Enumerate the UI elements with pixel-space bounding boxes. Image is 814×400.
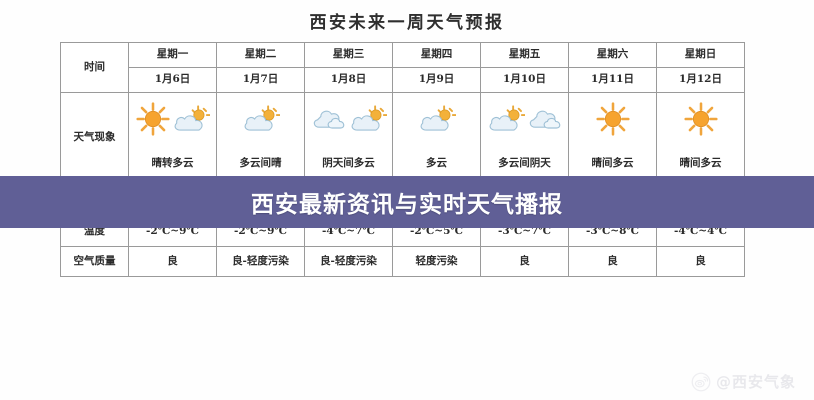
cell-weekday: 星期二 (216, 42, 305, 68)
cell-weekday: 星期日 (656, 42, 745, 68)
cell-weather: 晴转多云 (128, 92, 217, 183)
sun-icon (595, 101, 630, 136)
sun-behind-cloud-icon (244, 104, 280, 131)
sun-behind-cloud-icon (174, 104, 210, 131)
cell-date: 1月12日 (656, 67, 745, 93)
cell-weather: 多云 (392, 92, 481, 183)
cell-weather: 晴间多云 (568, 92, 657, 183)
weather-label: 晴间多云 (679, 157, 722, 170)
cell-weekday: 星期五 (480, 42, 569, 68)
cell-weekday: 星期三 (304, 42, 393, 68)
cell-weather: 阴天间多云 (304, 92, 393, 183)
weather-label: 阴天间多云 (322, 157, 375, 170)
watermark-handle: @西安气象 (715, 373, 796, 391)
cell-air-quality: 良 (656, 246, 745, 277)
cell-date: 1月9日 (392, 67, 481, 93)
weather-label: 晴间多云 (591, 157, 634, 170)
weather-icon-group (571, 95, 654, 143)
weather-icon-group (659, 95, 742, 143)
cell-weekday: 星期四 (392, 42, 481, 68)
weather-icon-group (307, 95, 390, 143)
row-label-weather: 天气现象 (60, 92, 129, 183)
sun-icon (683, 101, 718, 136)
weather-label: 多云间阴天 (498, 157, 551, 170)
cell-weather: 多云间阴天 (480, 92, 569, 183)
weather-forecast-table: 时间 星期一 星期二 星期三 星期四 星期五 星期六 星期日 1月6日 1月7日… (60, 42, 745, 277)
cloud-icon (313, 110, 344, 129)
weather-icon-group (131, 95, 214, 143)
watermark: @西安气象 (691, 371, 796, 392)
cell-date: 1月7日 (216, 67, 305, 93)
weather-label: 多云间晴 (239, 157, 282, 170)
table-row-air-quality: 空气质量 良 良-轻度污染 良-轻度污染 轻度污染 良 良 良 (60, 246, 745, 277)
cell-air-quality: 良 (128, 246, 217, 277)
cell-weather: 多云间晴 (216, 92, 305, 183)
cell-air-quality: 良-轻度污染 (304, 246, 393, 277)
weather-label: 晴转多云 (151, 157, 194, 170)
row-label-air-quality: 空气质量 (60, 246, 129, 277)
weibo-icon (691, 372, 711, 391)
cell-date: 1月6日 (128, 67, 217, 93)
sun-behind-cloud-icon (420, 104, 456, 131)
weather-icon-group (395, 95, 478, 143)
cell-date: 1月10日 (480, 67, 569, 93)
sun-behind-cloud-icon (351, 104, 387, 131)
cell-air-quality: 良 (480, 246, 569, 277)
cloud-icon (529, 110, 560, 129)
cell-air-quality: 良-轻度污染 (216, 246, 305, 277)
overlay-banner-text: 西安最新资讯与实时天气播报 (251, 192, 563, 218)
table-row-date: 1月6日 1月7日 1月8日 1月9日 1月10日 1月11日 1月12日 (61, 67, 745, 93)
cell-date: 1月11日 (568, 67, 657, 93)
cell-air-quality: 良 (568, 246, 657, 277)
table-row-weekday: 时间 星期一 星期二 星期三 星期四 星期五 星期六 星期日 (60, 42, 745, 93)
page-title: 西安未来一周天气预报 (309, 13, 505, 33)
weather-label: 多云 (426, 157, 447, 170)
table-row-weather: 天气现象 (60, 92, 745, 183)
cell-weather: 晴间多云 (656, 92, 745, 183)
sun-behind-cloud-icon (489, 104, 525, 131)
sun-icon (135, 101, 170, 136)
overlay-banner: 西安最新资讯与实时天气播报 (0, 176, 814, 228)
cell-air-quality: 轻度污染 (392, 246, 481, 277)
cell-date: 1月8日 (304, 67, 393, 93)
row-label-time: 时间 (60, 42, 129, 93)
cell-weekday: 星期六 (568, 42, 657, 68)
cell-weekday: 星期一 (128, 42, 217, 68)
weather-icon-group (219, 95, 302, 143)
weather-icon-group (483, 95, 566, 143)
